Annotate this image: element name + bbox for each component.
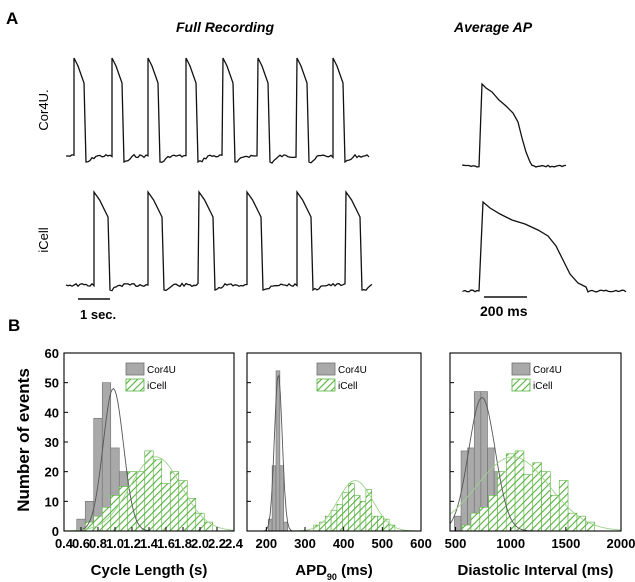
icell-bar xyxy=(127,471,137,531)
x-tick-label: 1.2 xyxy=(123,536,141,551)
legend-label-icell: iCell xyxy=(338,381,357,392)
x-tick-label: 0.4 xyxy=(55,536,74,551)
x-tick-label: 400 xyxy=(333,536,355,551)
icell-bar xyxy=(342,492,349,531)
panel-b-label: B xyxy=(8,316,20,335)
row-label-icell: iCell xyxy=(36,227,51,252)
panel-a-label: A xyxy=(6,9,18,28)
x-tick-label: 1.6 xyxy=(157,536,175,551)
x-tick-label: 2.0 xyxy=(191,536,209,551)
legend-swatch-cor4u xyxy=(125,362,145,376)
icell-bar xyxy=(110,495,120,531)
x-tick-label: 1.8 xyxy=(174,536,192,551)
x-tick-label: 0.6 xyxy=(72,536,90,551)
icell-bar xyxy=(505,453,516,531)
x-tick-label: 1.0 xyxy=(106,536,124,551)
icell-fit-curve xyxy=(247,480,421,531)
icell-bar xyxy=(567,512,578,531)
legend-label-cor4u: Cor4U xyxy=(338,365,367,376)
icell-bar xyxy=(161,483,171,531)
icell-bar xyxy=(461,524,472,531)
x-tick-label: 1500 xyxy=(551,536,580,551)
diastolic-interval-histogram: 500 1000 1500 2000 Diastolic Interval (ms) Co… xyxy=(445,352,635,579)
cor4u-bar xyxy=(283,521,288,531)
legend-label-cor4u: Cor4U xyxy=(147,365,176,376)
x-tick-label: 500 xyxy=(445,536,467,551)
icell-full-trace xyxy=(65,189,373,292)
icell-bar xyxy=(532,462,542,531)
icell-bar xyxy=(550,495,560,531)
x-axis-title: Cycle Length (s) xyxy=(91,562,208,579)
x-tick-label: 600 xyxy=(410,536,432,551)
legend-label-cor4u: Cor4U xyxy=(533,365,562,376)
x-axis-title: APD90 (ms) xyxy=(295,562,373,582)
icell-bar xyxy=(336,503,343,531)
icell-bar xyxy=(144,450,154,531)
legend-label-icell: iCell xyxy=(533,381,552,392)
icell-bar xyxy=(371,515,378,531)
icell-bar xyxy=(479,506,489,531)
x-tick-label: 2000 xyxy=(607,536,635,551)
x-tick-label: 300 xyxy=(294,536,316,551)
y-tick-label: 10 xyxy=(45,494,59,509)
icell-bar xyxy=(365,489,372,531)
x-tick-label: 500 xyxy=(371,536,393,551)
x-tick-label: 2.2 xyxy=(208,536,226,551)
y-tick-label: 60 xyxy=(45,346,59,361)
x-tick-label: 1.4 xyxy=(140,536,159,551)
scale-bar-1s-label: 1 sec. xyxy=(80,307,116,322)
full-recording-title: Full Recording xyxy=(176,19,274,35)
icell-bar xyxy=(152,459,163,531)
y-tick-label: 30 xyxy=(45,435,59,450)
cycle-length-histogram: 0.40.60.81.01.21.41.61.82.02.22.4 0 10 20 30… xyxy=(45,346,244,579)
y-tick-label: 40 xyxy=(45,405,59,420)
x-axis-title: Diastolic Interval (ms) xyxy=(458,562,614,579)
y-tick-label: 0 xyxy=(52,524,59,539)
scale-bar-200ms-label: 200 ms xyxy=(480,303,528,319)
icell-bar xyxy=(558,480,569,531)
icell-bar xyxy=(348,483,355,531)
average-ap-title: Average AP xyxy=(453,19,533,35)
icell-bar xyxy=(353,495,361,531)
icell-bar xyxy=(541,471,551,531)
icell-average-ap-trace xyxy=(462,200,627,293)
icell-bar xyxy=(319,521,326,531)
y-tick-label: 20 xyxy=(45,465,59,480)
icell-fit-curve xyxy=(450,456,621,531)
icell-bar xyxy=(203,521,214,531)
icell-bar xyxy=(488,495,498,531)
legend-swatch-cor4u xyxy=(316,362,336,376)
legend-swatch-icell xyxy=(125,378,145,392)
apd90-histogram: 200 300 400 500 600 APD90 (ms) Cor4U iCell xyxy=(246,352,432,582)
cor4u-bar xyxy=(93,417,103,531)
y-tick-label: 50 xyxy=(45,376,59,391)
x-tick-label: 1000 xyxy=(496,536,525,551)
icell-bar xyxy=(514,450,525,531)
icell-bar xyxy=(169,471,180,531)
row-label-cor4u: Cor4U. xyxy=(36,89,51,130)
icell-bar xyxy=(359,501,367,531)
legend-swatch-cor4u xyxy=(511,362,531,376)
y-axis-title: Number of events xyxy=(14,368,33,512)
icell-fit-curve xyxy=(64,456,234,531)
x-tick-label: 0.8 xyxy=(89,536,107,551)
icell-bar xyxy=(523,474,534,531)
icell-bar xyxy=(470,512,481,531)
legend-swatch-icell xyxy=(511,378,531,392)
x-tick-label: 200 xyxy=(255,536,277,551)
legend-label-icell: iCell xyxy=(147,381,166,392)
cor4u-full-trace xyxy=(66,57,370,164)
icell-bar xyxy=(330,509,338,531)
x-tick-label: 2.4 xyxy=(225,536,244,551)
cor4u-fit-curve xyxy=(247,374,421,531)
cor4u-bar xyxy=(279,465,285,531)
cor4u-average-ap-trace xyxy=(462,82,567,168)
legend-swatch-icell xyxy=(316,378,336,392)
